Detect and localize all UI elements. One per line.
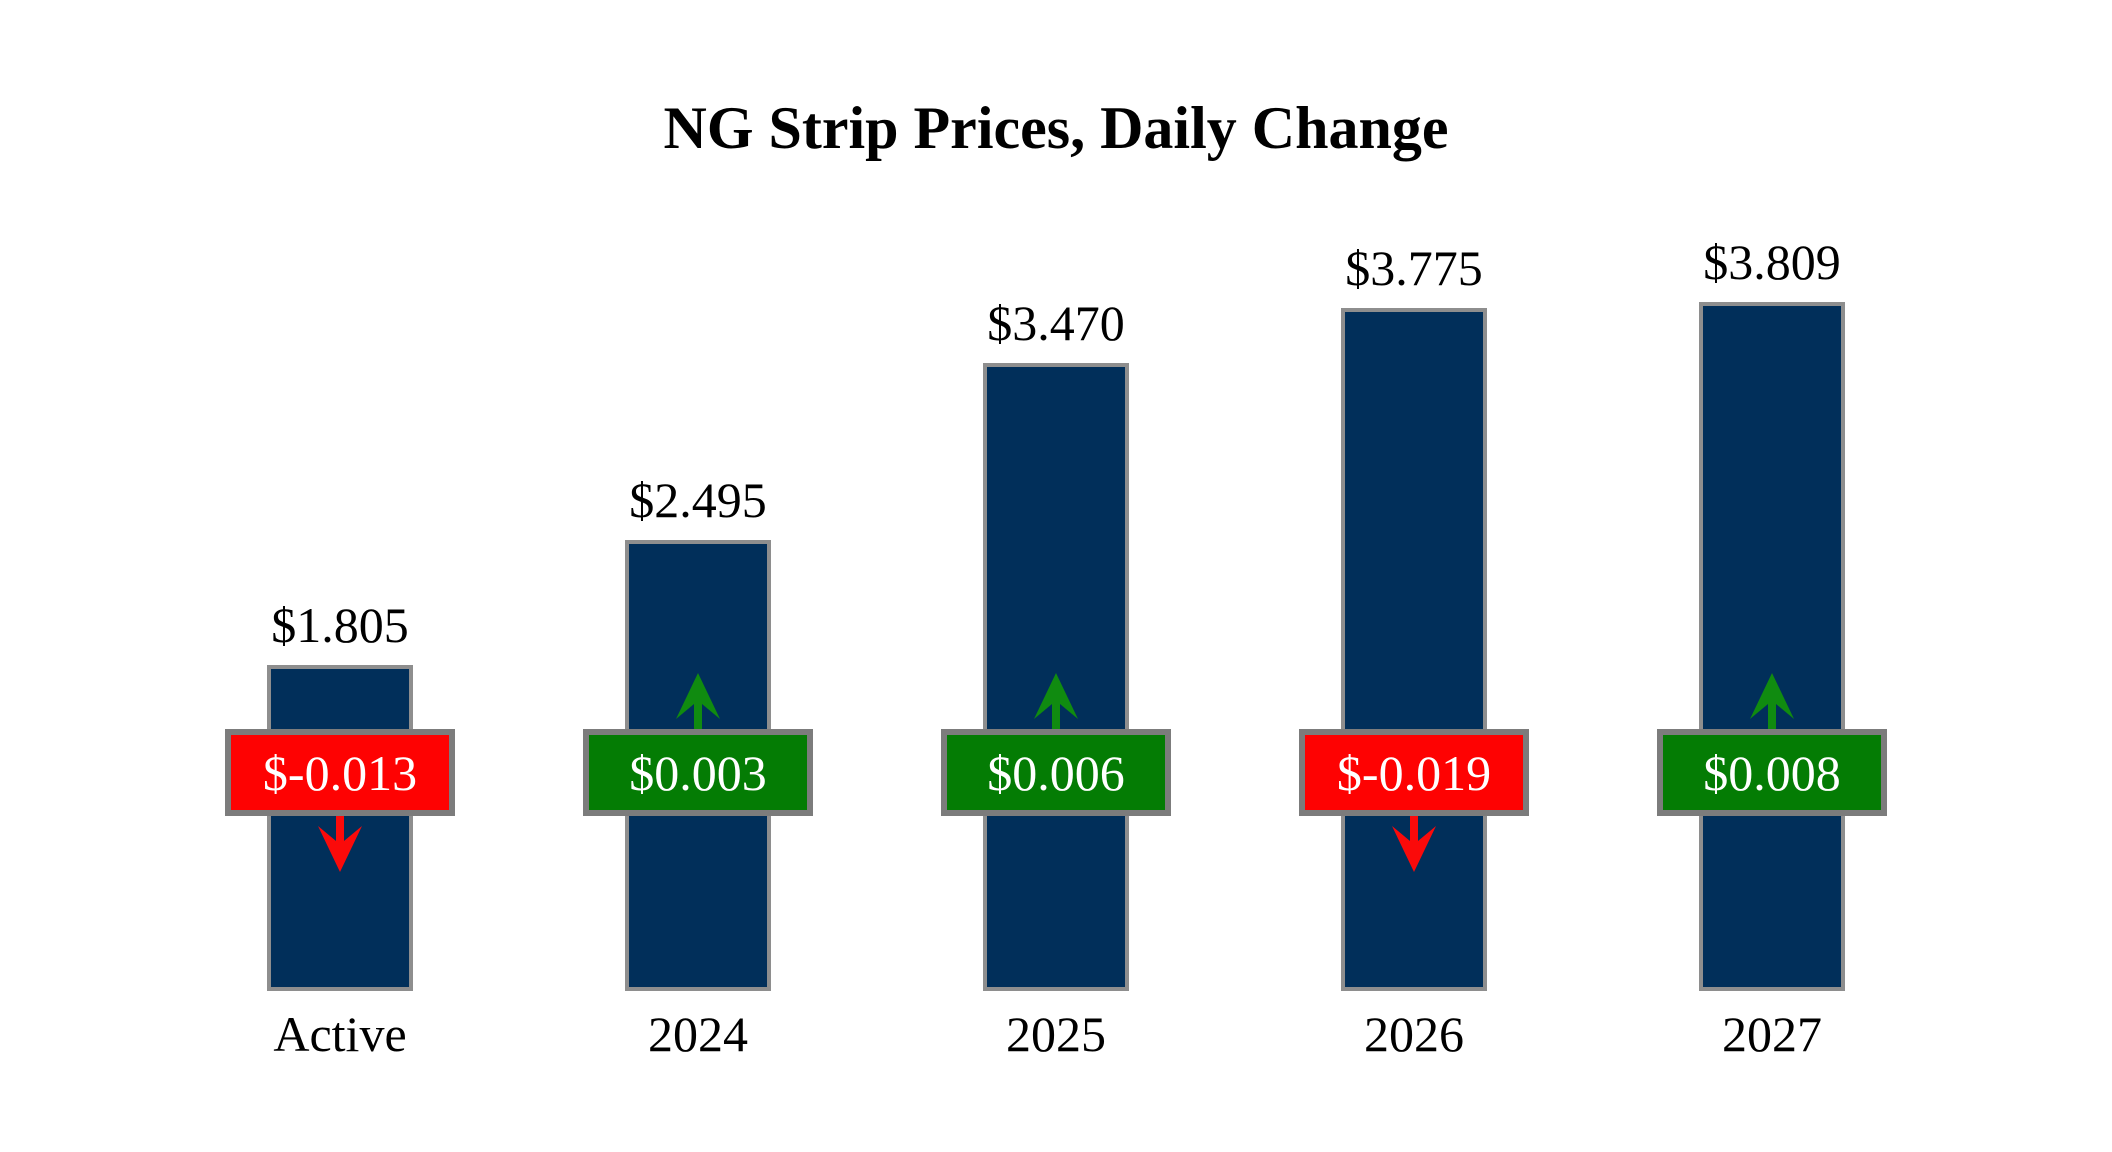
change-label: $-0.019 — [1336, 744, 1492, 801]
category-label: 2027 — [1722, 1006, 1822, 1062]
change-badge: $0.008 — [1657, 729, 1887, 816]
change-label: $0.003 — [629, 744, 767, 801]
category-label: Active — [273, 1006, 407, 1062]
category-label: 2026 — [1364, 1006, 1464, 1062]
category-label: 2024 — [648, 1006, 748, 1062]
price-label: $1.805 — [271, 597, 409, 653]
price-bar — [267, 665, 413, 991]
up-arrow-icon — [1034, 673, 1078, 731]
price-bar — [983, 363, 1129, 991]
price-label: $3.775 — [1345, 240, 1483, 296]
change-label: $0.008 — [1703, 744, 1841, 801]
change-label: $0.006 — [987, 744, 1125, 801]
change-badge: $-0.019 — [1299, 729, 1529, 816]
up-arrow-icon — [1750, 673, 1794, 731]
down-arrow-icon — [318, 814, 362, 872]
price-label: $3.809 — [1703, 234, 1841, 290]
down-arrow-icon — [1392, 814, 1436, 872]
price-bar — [1699, 302, 1845, 991]
price-bar — [625, 540, 771, 991]
change-badge: $0.006 — [941, 729, 1171, 816]
change-label: $-0.013 — [262, 744, 418, 801]
change-badge: $0.003 — [583, 729, 813, 816]
up-arrow-icon — [676, 673, 720, 731]
chart-title: NG Strip Prices, Daily Change — [663, 95, 1449, 161]
category-label: 2025 — [1006, 1006, 1106, 1062]
change-badge: $-0.013 — [225, 729, 455, 816]
price-label: $3.470 — [987, 295, 1125, 351]
price-label: $2.495 — [629, 472, 767, 528]
price-bar — [1341, 308, 1487, 991]
